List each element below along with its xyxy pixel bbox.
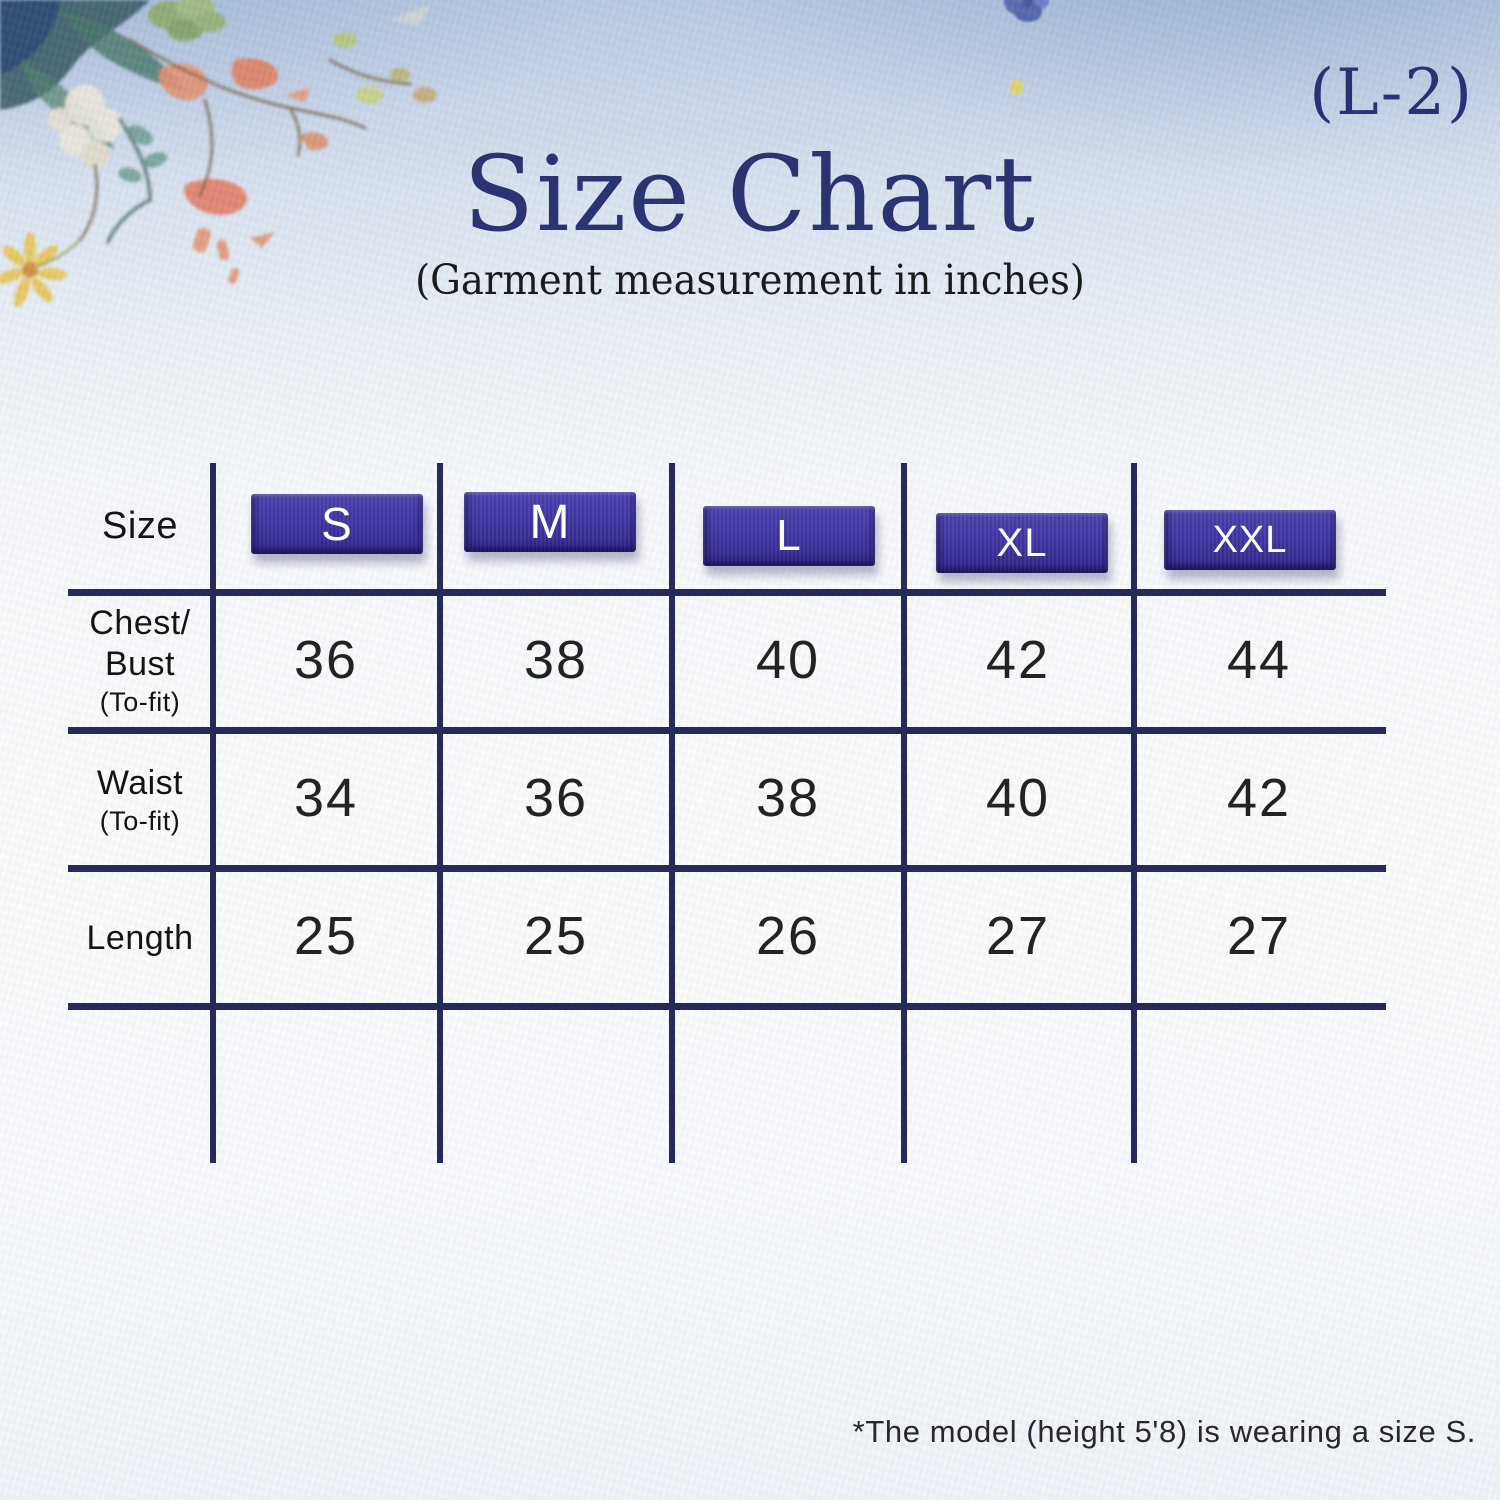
size-badge-s: S: [251, 494, 423, 554]
cell-waist-xl: 40: [985, 768, 1051, 828]
size-badge-xxl: XXL: [1164, 510, 1336, 570]
cell-length-xxl: 27: [1226, 906, 1292, 966]
table-grid-vline: [901, 463, 907, 1163]
table-grid-vline: [210, 463, 216, 1163]
row-label-line: Length: [86, 918, 194, 957]
cell-waist-s: 34: [293, 768, 359, 828]
cell-chest-s: 36: [293, 630, 359, 690]
cell-waist-m: 36: [523, 768, 589, 828]
size-badge-xl: XL: [936, 513, 1108, 573]
row-label-waist: Waist (To-fit): [50, 736, 230, 864]
table-grid-hline: [68, 1003, 1386, 1010]
cell-length-xl: 27: [985, 906, 1051, 966]
cell-chest-xxl: 44: [1226, 630, 1292, 690]
table-grid-vline: [1131, 463, 1137, 1163]
row-label-line: Chest/: [89, 604, 191, 642]
size-badge-l: L: [703, 506, 875, 566]
cell-chest-l: 40: [755, 630, 821, 690]
floral-decoration: [0, 0, 437, 308]
table-grid-hline: [68, 865, 1386, 872]
yellow-petal-decoration: [1010, 80, 1023, 95]
table-grid-hline: [68, 589, 1386, 596]
table-grid-hline: [68, 727, 1386, 734]
table-grid-vline: [669, 463, 675, 1163]
row-sublabel: (To-fit): [99, 805, 181, 836]
row-label-line: Bust: [104, 645, 176, 683]
size-badge-m: M: [464, 492, 636, 552]
cell-chest-xl: 42: [985, 630, 1051, 690]
cell-waist-xxl: 42: [1226, 768, 1292, 828]
blue-flower-decoration: [1004, 0, 1049, 22]
cell-waist-l: 38: [755, 768, 821, 828]
row-label-line: Waist: [96, 763, 184, 802]
corner-tag: (L-2): [1309, 56, 1474, 130]
row-label-chest-bust: Chest/ Bust (To-fit): [50, 596, 230, 726]
header-size-label: Size: [102, 504, 178, 547]
cell-length-s: 25: [293, 906, 359, 966]
page-subtitle: (Garment measurement in inches): [415, 256, 1085, 304]
cell-chest-m: 38: [523, 630, 589, 690]
row-label-length: Length: [50, 874, 230, 1002]
table-grid-vline: [437, 463, 443, 1163]
cell-length-l: 26: [755, 906, 821, 966]
page-title: Size Chart: [463, 133, 1037, 255]
row-sublabel: (To-fit): [99, 687, 181, 717]
model-footnote: *The model (height 5'8) is wearing a siz…: [852, 1414, 1476, 1449]
cell-length-m: 25: [523, 906, 589, 966]
